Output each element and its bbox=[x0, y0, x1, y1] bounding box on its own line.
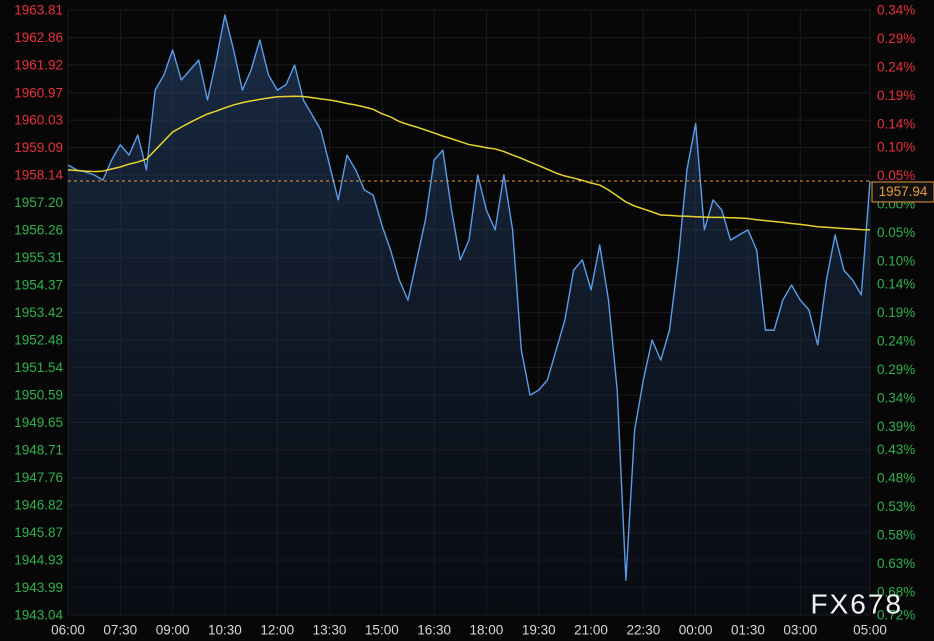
y-tick-label: 1951.54 bbox=[14, 360, 63, 375]
line bbox=[67, 95, 871, 231]
y-tick-label: 1957.20 bbox=[14, 195, 63, 210]
x-tick-label: 09:00 bbox=[156, 623, 190, 638]
y2-tick-label: 0.63% bbox=[877, 556, 915, 571]
x-tick-label: 15:00 bbox=[365, 623, 399, 638]
y2-tick-label: 0.24% bbox=[877, 334, 915, 349]
y-tick-label: 1953.42 bbox=[14, 305, 63, 320]
x-tick-label: 05:00 bbox=[853, 623, 887, 638]
y-tick-label: 1952.48 bbox=[14, 333, 63, 348]
y-tick-label: 1960.97 bbox=[14, 85, 63, 100]
y-tick-label: 1944.93 bbox=[14, 553, 63, 568]
x-tick-label: 16:30 bbox=[417, 623, 451, 638]
y-tick-label: 1958.14 bbox=[14, 168, 63, 183]
x-tick-label: 18:00 bbox=[470, 623, 504, 638]
y-tick-label: 1950.59 bbox=[14, 388, 63, 403]
x-tick-label: 06:00 bbox=[51, 623, 85, 638]
y2-tick-label: 0.39% bbox=[877, 419, 915, 434]
x-tick-label: 22:30 bbox=[626, 623, 660, 638]
y2-tick-label: 0.43% bbox=[877, 442, 915, 457]
y2-tick-label: 0.14% bbox=[877, 117, 915, 132]
x-tick-label: 03:00 bbox=[783, 623, 817, 638]
y-tick-label: 1943.99 bbox=[14, 580, 63, 595]
y-tick-label: 1954.37 bbox=[14, 278, 63, 293]
x-tick-label: 21:00 bbox=[574, 623, 608, 638]
y2-tick-label: 0.53% bbox=[877, 499, 915, 514]
area bbox=[68, 14, 870, 615]
y-tick-label: 1945.87 bbox=[14, 525, 63, 540]
x-tick-label: 00:00 bbox=[679, 623, 713, 638]
y2-tick-label: 0.34% bbox=[877, 3, 915, 18]
y-tick-label: 1960.03 bbox=[14, 113, 63, 128]
y-tick-label: 1947.76 bbox=[14, 470, 63, 485]
y2-tick-label: 0.19% bbox=[877, 88, 915, 103]
x-tick-label: 13:30 bbox=[313, 623, 347, 638]
y-tick-label: 1946.82 bbox=[14, 497, 63, 512]
x-tick-label: 19:30 bbox=[522, 623, 556, 638]
y-tick-label: 1963.81 bbox=[14, 3, 63, 18]
y2-tick-label: 0.05% bbox=[877, 225, 915, 240]
x-tick-label: 10:30 bbox=[208, 623, 242, 638]
line bbox=[67, 14, 871, 581]
y-tick-label: 1959.09 bbox=[14, 140, 63, 155]
y2-tick-label: 0.48% bbox=[877, 471, 915, 486]
y-tick-label: 1961.92 bbox=[14, 58, 63, 73]
y2-tick-label: 0.10% bbox=[877, 254, 915, 269]
y-tick-label: 1949.65 bbox=[14, 415, 63, 430]
y2-tick-label: 0.68% bbox=[877, 585, 915, 600]
y2-tick-label: 0.29% bbox=[877, 31, 915, 46]
y2-tick-label: 0.14% bbox=[877, 277, 915, 292]
last-price-box bbox=[871, 181, 934, 203]
last-price-label: 1957.94 bbox=[879, 184, 928, 199]
y2-tick-label: 0.34% bbox=[877, 391, 915, 406]
y2-tick-label: 0.24% bbox=[877, 60, 915, 75]
y-tick-label: 1962.86 bbox=[14, 30, 63, 45]
x-tick-label: 12:00 bbox=[260, 623, 294, 638]
y2-tick-label: 0.58% bbox=[877, 528, 915, 543]
y2-tick-label: 0.10% bbox=[877, 140, 915, 155]
y2-tick-label: 0.05% bbox=[877, 168, 915, 183]
y-tick-label: 1955.31 bbox=[14, 250, 63, 265]
y-tick-label: 1943.04 bbox=[14, 608, 63, 623]
y2-tick-label: 0.19% bbox=[877, 305, 915, 320]
y-tick-label: 1956.26 bbox=[14, 222, 63, 237]
y-tick-label: 1948.71 bbox=[14, 442, 63, 457]
y2-tick-label: 0.72% bbox=[877, 608, 915, 623]
x-tick-label: 07:30 bbox=[103, 623, 137, 638]
watermark: FX678 bbox=[811, 588, 904, 619]
y2-tick-label: 0.29% bbox=[877, 362, 915, 377]
x-tick-label: 01:30 bbox=[731, 623, 765, 638]
